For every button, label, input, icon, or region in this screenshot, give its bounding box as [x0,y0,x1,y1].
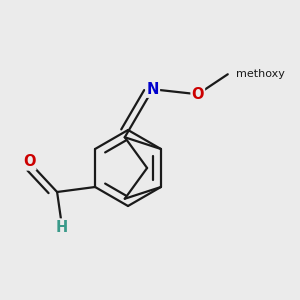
Text: N: N [147,82,159,97]
Text: H: H [56,220,68,235]
Text: O: O [23,154,35,169]
Text: O: O [191,87,204,102]
Text: methoxy: methoxy [236,69,285,79]
